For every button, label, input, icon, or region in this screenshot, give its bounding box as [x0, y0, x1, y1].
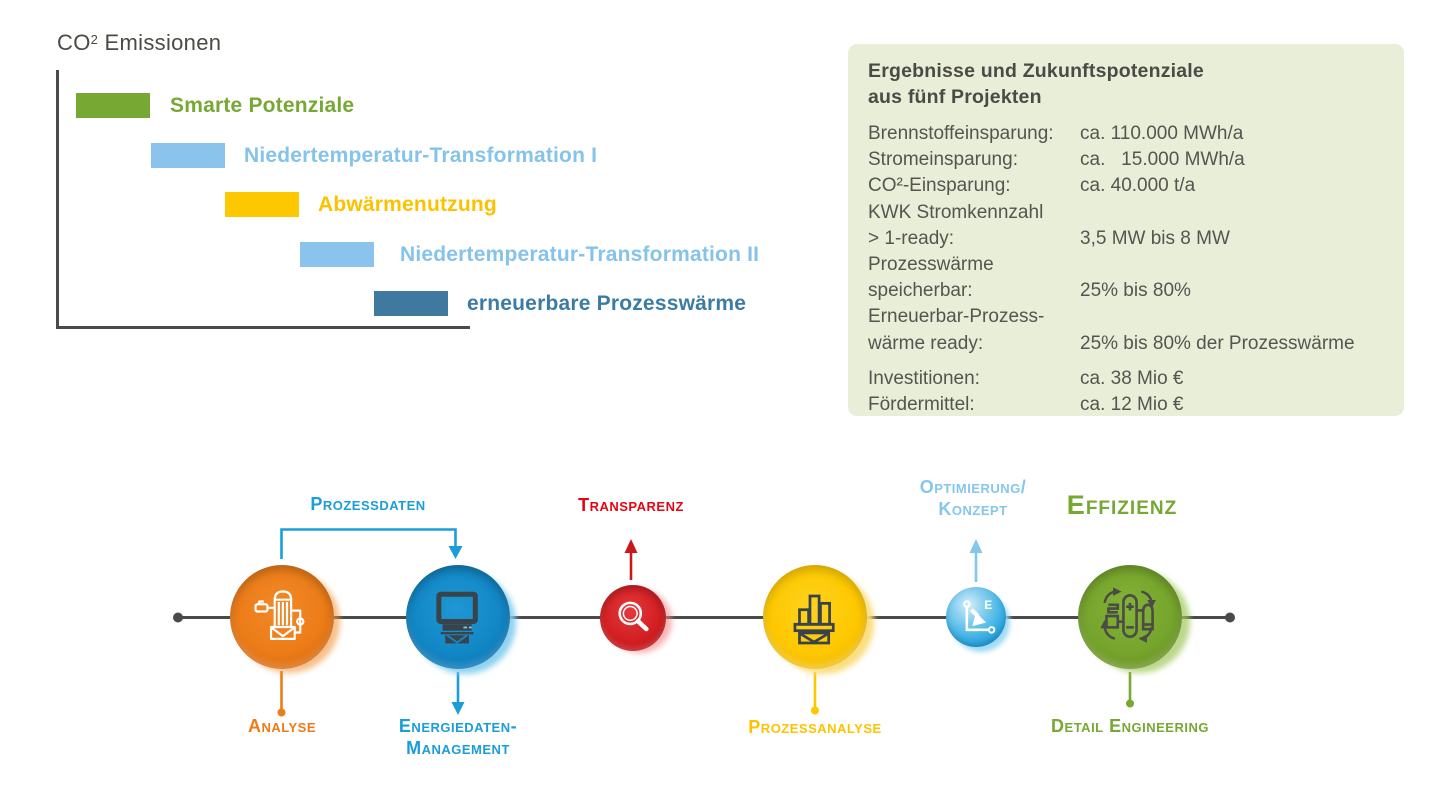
- label-analyse: Analyse: [247, 716, 317, 736]
- label-optimierung-konzept: Optimierung/ Konzept: [920, 476, 1027, 520]
- chart-y-axis: [56, 70, 59, 329]
- panel-row-value: 25% bis 80%: [1080, 280, 1191, 302]
- panel-row-value: ca. 40.000 t/a: [1080, 175, 1196, 197]
- step-circle-optimierung-konzept: E: [946, 587, 1006, 647]
- panel-row-label: Fördermittel:: [868, 394, 975, 416]
- label-optimierung-line1: Optimierung/: [919, 477, 1027, 497]
- panel-row-label: Brennstoffeinsparung:: [868, 123, 1054, 144]
- prozessanalyse-stem: [811, 672, 819, 715]
- panel-row-label: Erneuerbar-Prozess-: [868, 306, 1045, 328]
- panel-row-label: wärme ready:: [868, 332, 984, 354]
- panel-row-label: > 1-ready:: [868, 227, 955, 249]
- panel-row-label: Prozesswärme: [868, 254, 994, 276]
- panel-row: CO²-Einsparung: ca. 40.000 t/a: [868, 173, 1384, 199]
- panel-row-label: speicherbar:: [868, 280, 973, 302]
- chart-bar-erneuerbare-prozesswaerme: [374, 291, 448, 316]
- prozessdaten-bracket-arrow: [280, 528, 463, 559]
- optimierung-up-arrow: [969, 539, 983, 582]
- optimization-chart-icon: E: [963, 598, 996, 634]
- chart-bar-label: Niedertemperatur-Transformation I: [244, 143, 598, 167]
- panel-row: Fördermittel: ca. 12 Mio €: [868, 392, 1384, 418]
- panel-row-label: Stromeinsparung:: [868, 149, 1018, 171]
- chart-bar-smarte-potenziale: [76, 93, 150, 118]
- panel-row: KWK Stromkennzahl: [868, 200, 1384, 226]
- panel-row: wärme ready: 25% bis 80% der Prozesswärme: [868, 331, 1384, 357]
- panel-row: Erneuerbar-Prozess-: [868, 304, 1384, 330]
- panel-title-line1: Ergebnisse und Zukunftspotenziale: [868, 60, 1204, 82]
- chart-bar-niedertemperatur-2: [300, 242, 374, 267]
- label-prozessanalyse: Prozessanalyse: [748, 717, 882, 737]
- chart-bar-label: Smarte Potenziale: [170, 93, 355, 117]
- panel-row: > 1-ready: 3,5 MW bis 8 MW: [868, 226, 1384, 252]
- results-panel: Ergebnisse und Zukunftspotenziale aus fü…: [848, 44, 1404, 416]
- panel-row-value: ca. 12 Mio €: [1080, 394, 1184, 416]
- panel-row: Prozesswärme: [868, 252, 1384, 278]
- panel-row-value: ca. 110.000 MWh/a: [1080, 123, 1244, 144]
- panel-row-label: Investitionen:: [868, 367, 980, 389]
- panel-row-value: ca. 38 Mio €: [1080, 367, 1184, 389]
- label-prozessdaten: Prozessdaten: [310, 494, 426, 514]
- computer-monitor-icon: [436, 591, 478, 644]
- panel-row: Stromeinsparung: ca. 15.000 MWh/a: [868, 147, 1384, 173]
- chart-bar-niedertemperatur-1: [151, 143, 225, 168]
- panel-row-label: KWK Stromkennzahl: [868, 201, 1044, 223]
- label-transparenz: Transparenz: [578, 495, 684, 515]
- transparenz-up-arrow: [624, 539, 638, 580]
- panel-row-value: [1080, 252, 1384, 278]
- svg-text:E: E: [984, 598, 992, 612]
- panel-row-value: [1080, 200, 1384, 226]
- step-circle-prozessanalyse: [763, 565, 867, 669]
- chart-x-axis: [56, 326, 470, 329]
- step-circle-transparenz: [600, 585, 666, 651]
- label-energiedaten-management: Energiedaten- Management: [399, 716, 517, 759]
- panel-row-label: CO²-Einsparung:: [868, 175, 1011, 197]
- timeline-start-dot: [173, 612, 183, 623]
- panel-row: Investitionen: ca. 38 Mio €: [868, 366, 1384, 392]
- label-detail-engineering: Detail Engineering: [1051, 716, 1209, 736]
- panel-row-value: 3,5 MW bis 8 MW: [1080, 227, 1230, 249]
- analyse-stem: [277, 671, 286, 717]
- energiedaten-down-arrow: [451, 672, 465, 715]
- panel-row-value: ca. 15.000 MWh/a: [1080, 149, 1245, 171]
- panel-row-value: [1080, 304, 1384, 330]
- panel-title-line2: aus fünf Projekten: [868, 85, 1042, 108]
- label-effizienz: Effizienz: [1066, 490, 1178, 520]
- label-energiedaten-line1: Energiedaten-: [398, 716, 518, 736]
- label-energiedaten-line2: Management: [406, 737, 510, 758]
- chart-bar-label: Niedertemperatur-Transformation II: [400, 242, 760, 266]
- step-circle-detail-engineering: [1078, 565, 1182, 669]
- detail-engineering-stem: [1126, 672, 1134, 708]
- energy-cycle-icon: [1100, 587, 1156, 643]
- step-circle-energiedaten-management: [406, 565, 510, 669]
- chart-bar-label: erneuerbare Prozesswärme: [467, 291, 747, 315]
- chart-bar-abwaermenutzung: [225, 192, 299, 217]
- step-circle-analyse: [230, 565, 334, 669]
- panel-row: speicherbar: 25% bis 80%: [868, 278, 1384, 304]
- magnifier-icon: [618, 601, 649, 632]
- bar-chart-icon: [793, 594, 835, 645]
- label-optimierung-line2: Konzept: [938, 499, 1008, 519]
- panel-row-value: 25% bis 80% der Prozesswärme: [1080, 332, 1355, 354]
- timeline-end-dot: [1225, 612, 1235, 623]
- heat-exchanger-icon: [254, 590, 305, 640]
- panel-row: Brennstoffeinsparung: ca. 110.000 MWh/a: [868, 121, 1384, 147]
- chart-title: CO2 Emissionen: [57, 30, 222, 55]
- chart-bar-label: Abwärmenutzung: [318, 192, 497, 216]
- panel-title: Ergebnisse und Zukunftspotenziale aus fü…: [868, 59, 1384, 110]
